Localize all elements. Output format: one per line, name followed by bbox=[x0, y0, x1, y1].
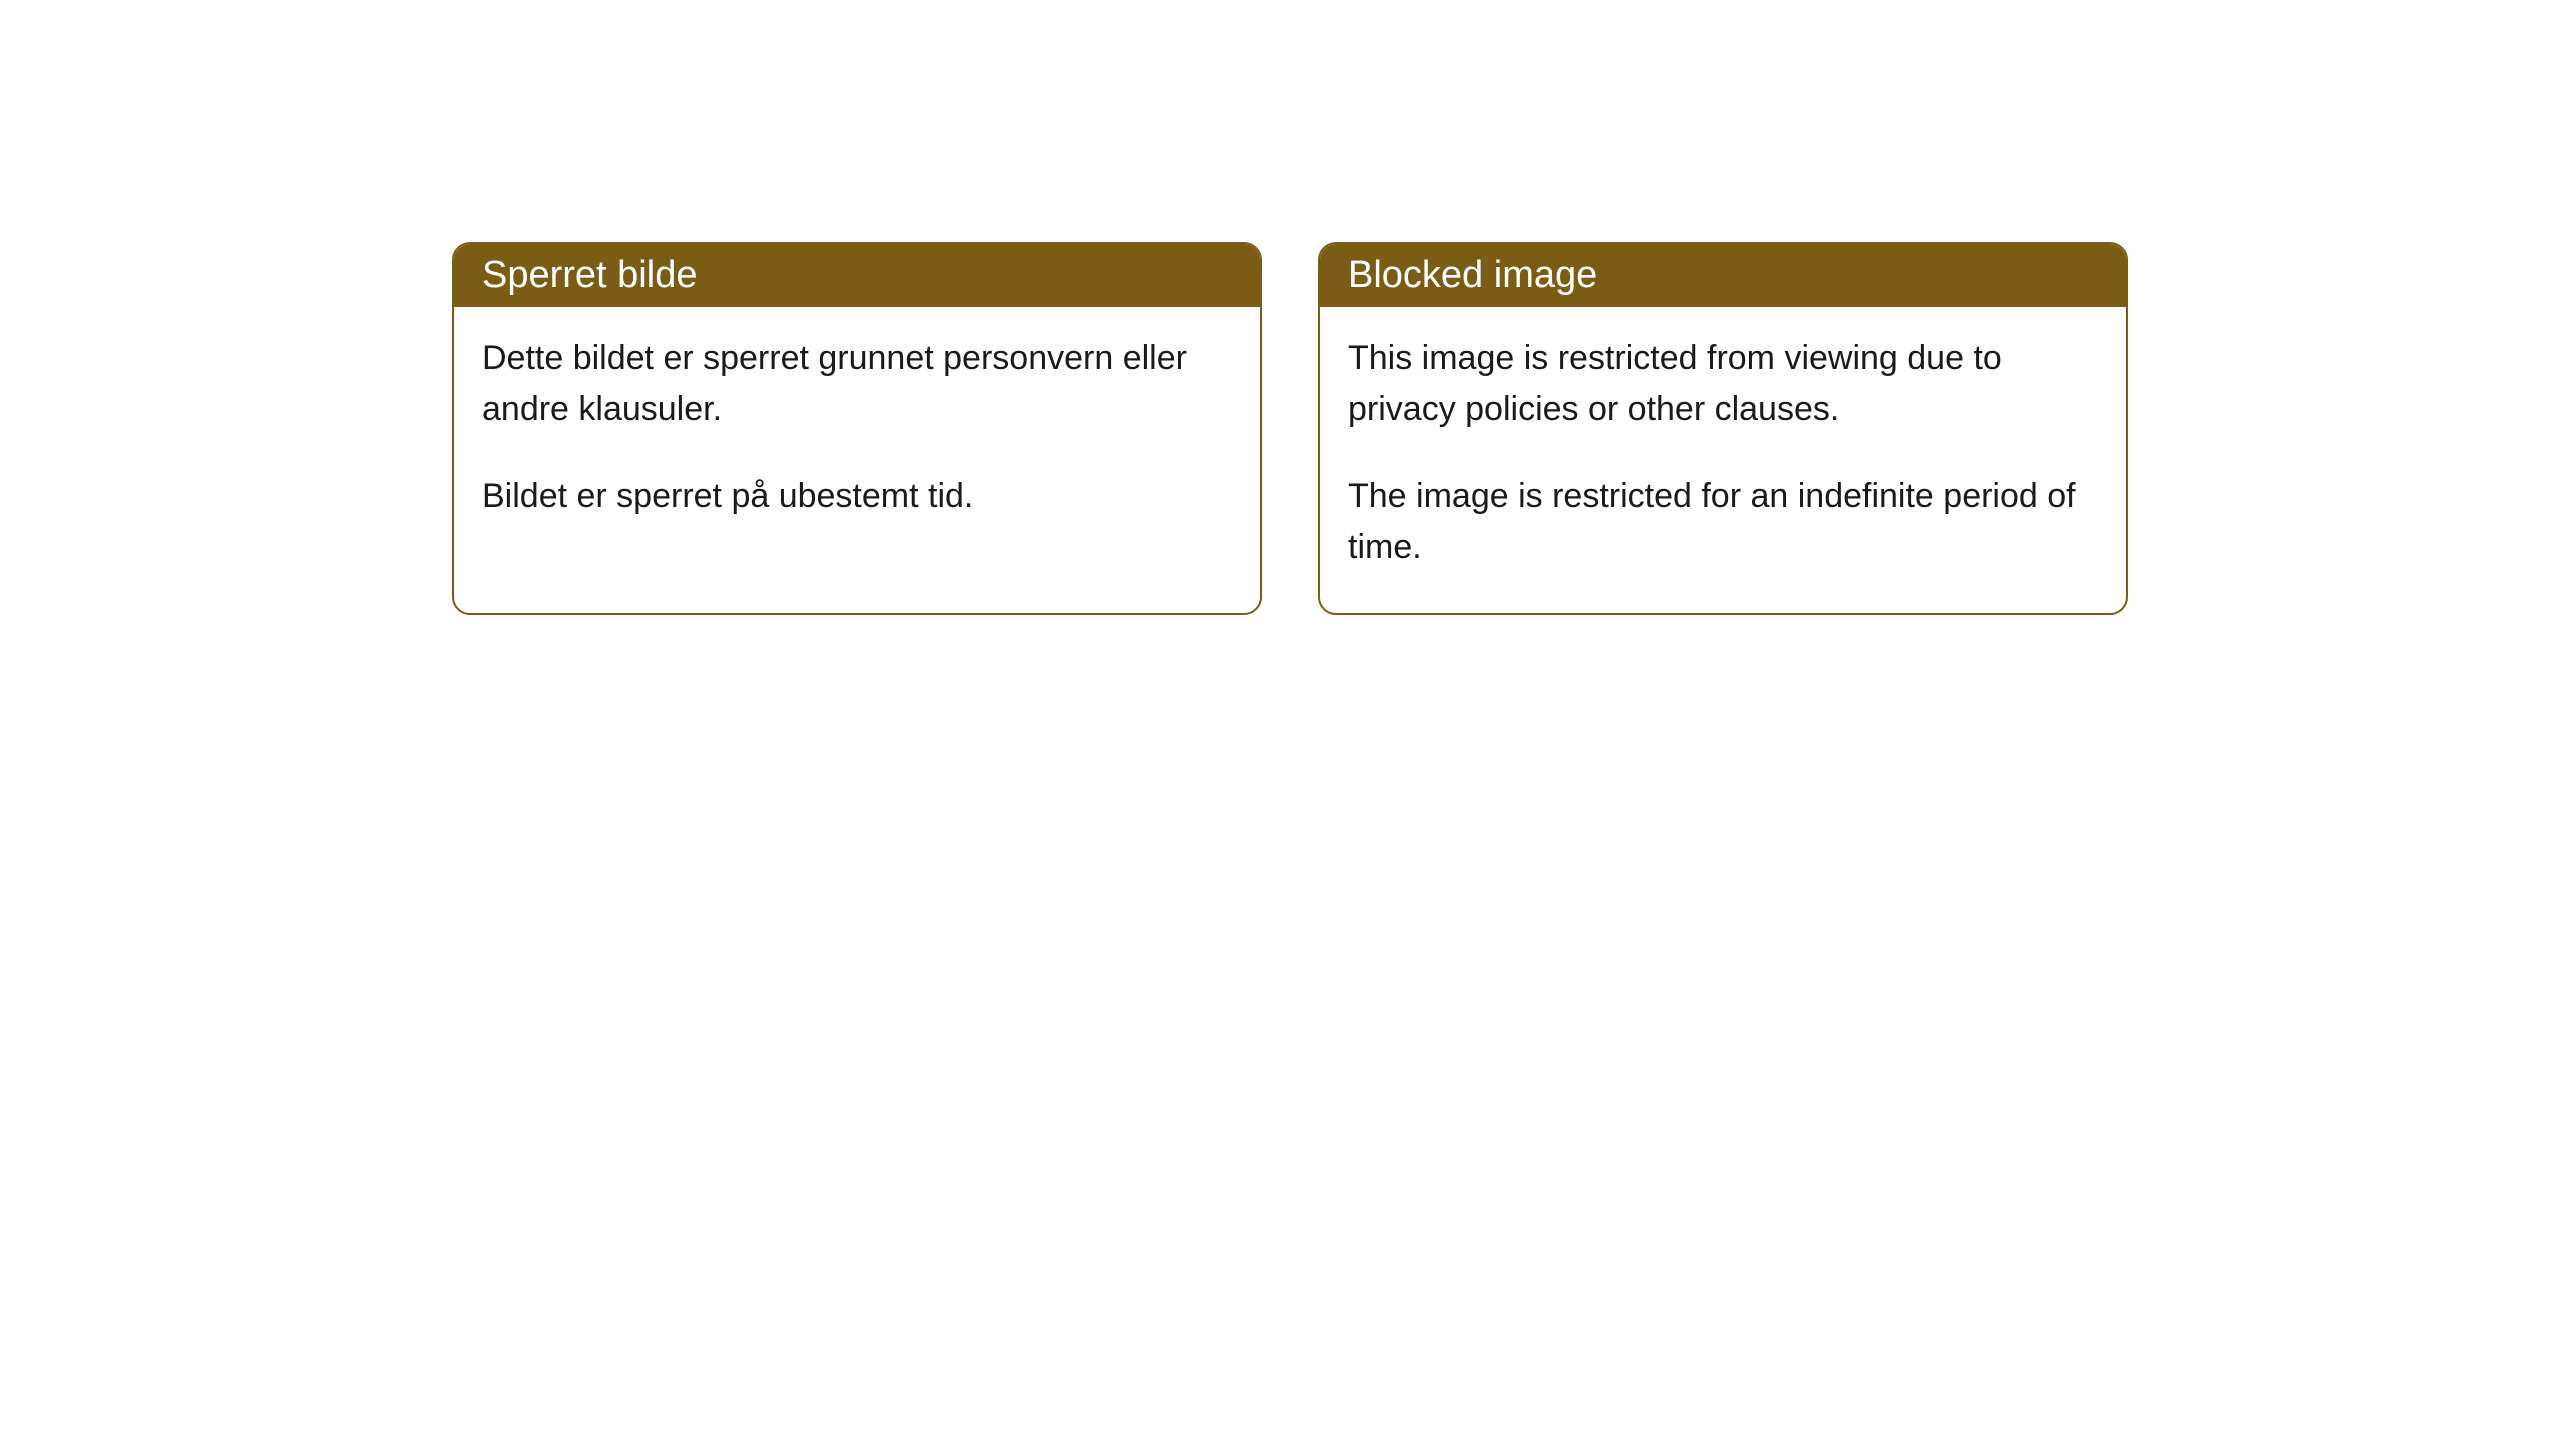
card-paragraph: This image is restricted from viewing du… bbox=[1348, 333, 2098, 435]
card-title: Sperret bilde bbox=[482, 254, 697, 296]
notice-cards-container: Sperret bilde Dette bildet er sperret gr… bbox=[452, 242, 2128, 615]
card-body: This image is restricted from viewing du… bbox=[1320, 307, 2126, 613]
card-paragraph: The image is restricted for an indefinit… bbox=[1348, 471, 2098, 573]
card-body: Dette bildet er sperret grunnet personve… bbox=[454, 307, 1260, 562]
card-header: Sperret bilde bbox=[454, 244, 1260, 307]
card-title: Blocked image bbox=[1348, 254, 1597, 296]
notice-card-english: Blocked image This image is restricted f… bbox=[1318, 242, 2128, 615]
card-paragraph: Bildet er sperret på ubestemt tid. bbox=[482, 471, 1232, 522]
notice-card-norwegian: Sperret bilde Dette bildet er sperret gr… bbox=[452, 242, 1262, 615]
card-header: Blocked image bbox=[1320, 244, 2126, 307]
card-paragraph: Dette bildet er sperret grunnet personve… bbox=[482, 333, 1232, 435]
